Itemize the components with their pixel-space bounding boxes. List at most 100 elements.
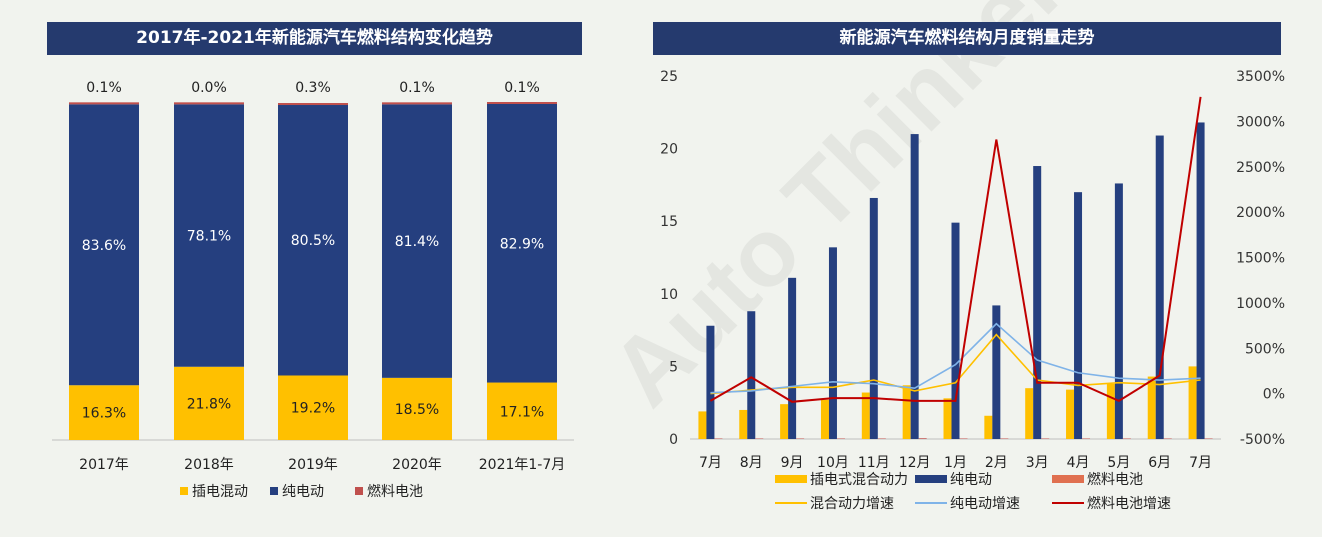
y-tick-label: 10 [660,287,678,303]
bar-bev [788,277,797,439]
x-tick-label: 9月 [781,455,804,471]
bar-bev [382,104,452,378]
line-bev-growth [710,322,1201,394]
bar-phev [861,392,870,439]
x-tick-label: 2020年 [392,457,442,473]
bar-label-phev: 21.8% [187,396,231,412]
x-tick-label: 8月 [740,455,763,471]
bar-phev [698,411,707,439]
left-chart-title: 2017年-2021年新能源汽车燃料结构变化趋势 [47,22,582,55]
bar-label-fcev: 0.1% [504,80,540,96]
bar-phev [1147,376,1156,439]
line-phev-growth [710,333,1201,395]
bar-fcev [796,438,805,439]
legend-swatch [180,487,188,495]
bar-bev [1155,135,1164,440]
bar-bev [278,105,348,376]
y2-tick-label: 1000% [1236,296,1285,312]
bar-phev [174,366,244,440]
x-tick-label: 2019年 [288,457,338,473]
bar-label-bev: 82.9% [500,236,544,252]
x-tick-label: 12月 [899,455,931,471]
bar-phev [780,404,789,439]
bar-phev [278,375,348,440]
bar-bev [1114,183,1123,439]
bar-bev [174,104,244,367]
bar-fcev [1163,438,1172,439]
x-tick-label: 11月 [858,455,890,471]
bar-bev [951,222,960,439]
y2-tick-label: 3000% [1236,114,1285,130]
y-tick-label: 0 [669,432,678,448]
x-tick-label: 1月 [944,455,967,471]
legend-label: 插电式混合动力 [810,472,908,488]
bar-bev [487,104,557,383]
bar-phev [739,409,748,439]
bar-label-bev: 80.5% [291,233,335,249]
y2-tick-label: 0% [1263,387,1285,403]
y-tick-label: 5 [669,359,678,375]
bar-fcev [1041,438,1050,439]
legend-swatch [355,487,363,495]
bar-label-phev: 16.3% [82,406,126,422]
bar-phev [382,377,452,440]
x-tick-label: 2018年 [184,457,234,473]
bar-phev [984,415,993,439]
bar-bev [910,134,919,439]
y2-tick-label: 2500% [1236,160,1285,176]
bar-label-fcev: 0.1% [399,80,435,96]
bar-fcev [755,438,764,439]
bar-label-fcev: 0.1% [86,80,122,96]
bar-label-phev: 19.2% [291,401,335,417]
bar-phev [943,398,952,439]
bar-bev [869,197,878,439]
x-tick-label: 10月 [817,455,849,471]
bar-phev [820,399,829,439]
x-tick-label: 2017年 [79,457,129,473]
bar-fcev [1082,438,1091,439]
bar-bev [747,311,756,439]
legend-label: 燃料电池增速 [1087,495,1171,512]
x-tick-label: 4月 [1067,455,1090,471]
x-tick-label: 2021年1-7月 [479,457,566,473]
bar-bev [69,104,139,386]
y-tick-label: 15 [660,214,678,230]
legend-swatch [270,487,278,495]
bar-phev [69,385,139,440]
bar-bev [1033,166,1042,440]
bar-fcev [1122,438,1131,439]
bar-fcev [278,103,348,106]
legend-label: 纯电动 [950,472,992,488]
legend-swatch [915,475,947,483]
bar-label-phev: 18.5% [395,402,439,418]
legend-label: 插电混动 [192,484,248,500]
x-tick-label: 5月 [1107,455,1130,471]
legend-label: 燃料电池 [1087,471,1143,488]
bar-fcev [69,102,139,105]
bar-label-bev: 83.6% [82,238,126,254]
x-tick-label: 7月 [1189,455,1212,471]
bar-bev [1196,122,1205,440]
legend-label: 纯电动 [282,484,324,500]
y2-tick-label: 3500% [1236,69,1285,85]
y2-tick-label: -500% [1240,432,1285,448]
bar-phev [487,382,557,440]
bar-fcev [959,438,968,439]
legend-label: 燃料电池 [367,483,423,500]
x-tick-label: 3月 [1026,455,1049,471]
bar-label-fcev: 0.3% [295,80,331,96]
right-chart-title: 新能源汽车燃料结构月度销量走势 [653,22,1281,55]
legend-swatch [775,475,807,483]
legend-label: 纯电动增速 [950,496,1020,512]
bar-bev [992,305,1001,439]
y-tick-label: 20 [660,142,678,158]
bar-fcev [174,102,244,105]
legend-swatch [1052,475,1084,483]
bar-phev [1106,383,1115,439]
x-tick-label: 6月 [1148,455,1171,471]
x-tick-label: 7月 [699,455,722,471]
bar-fcev [1000,438,1009,439]
bar-fcev [836,438,845,439]
bar-label-bev: 78.1% [187,229,231,245]
